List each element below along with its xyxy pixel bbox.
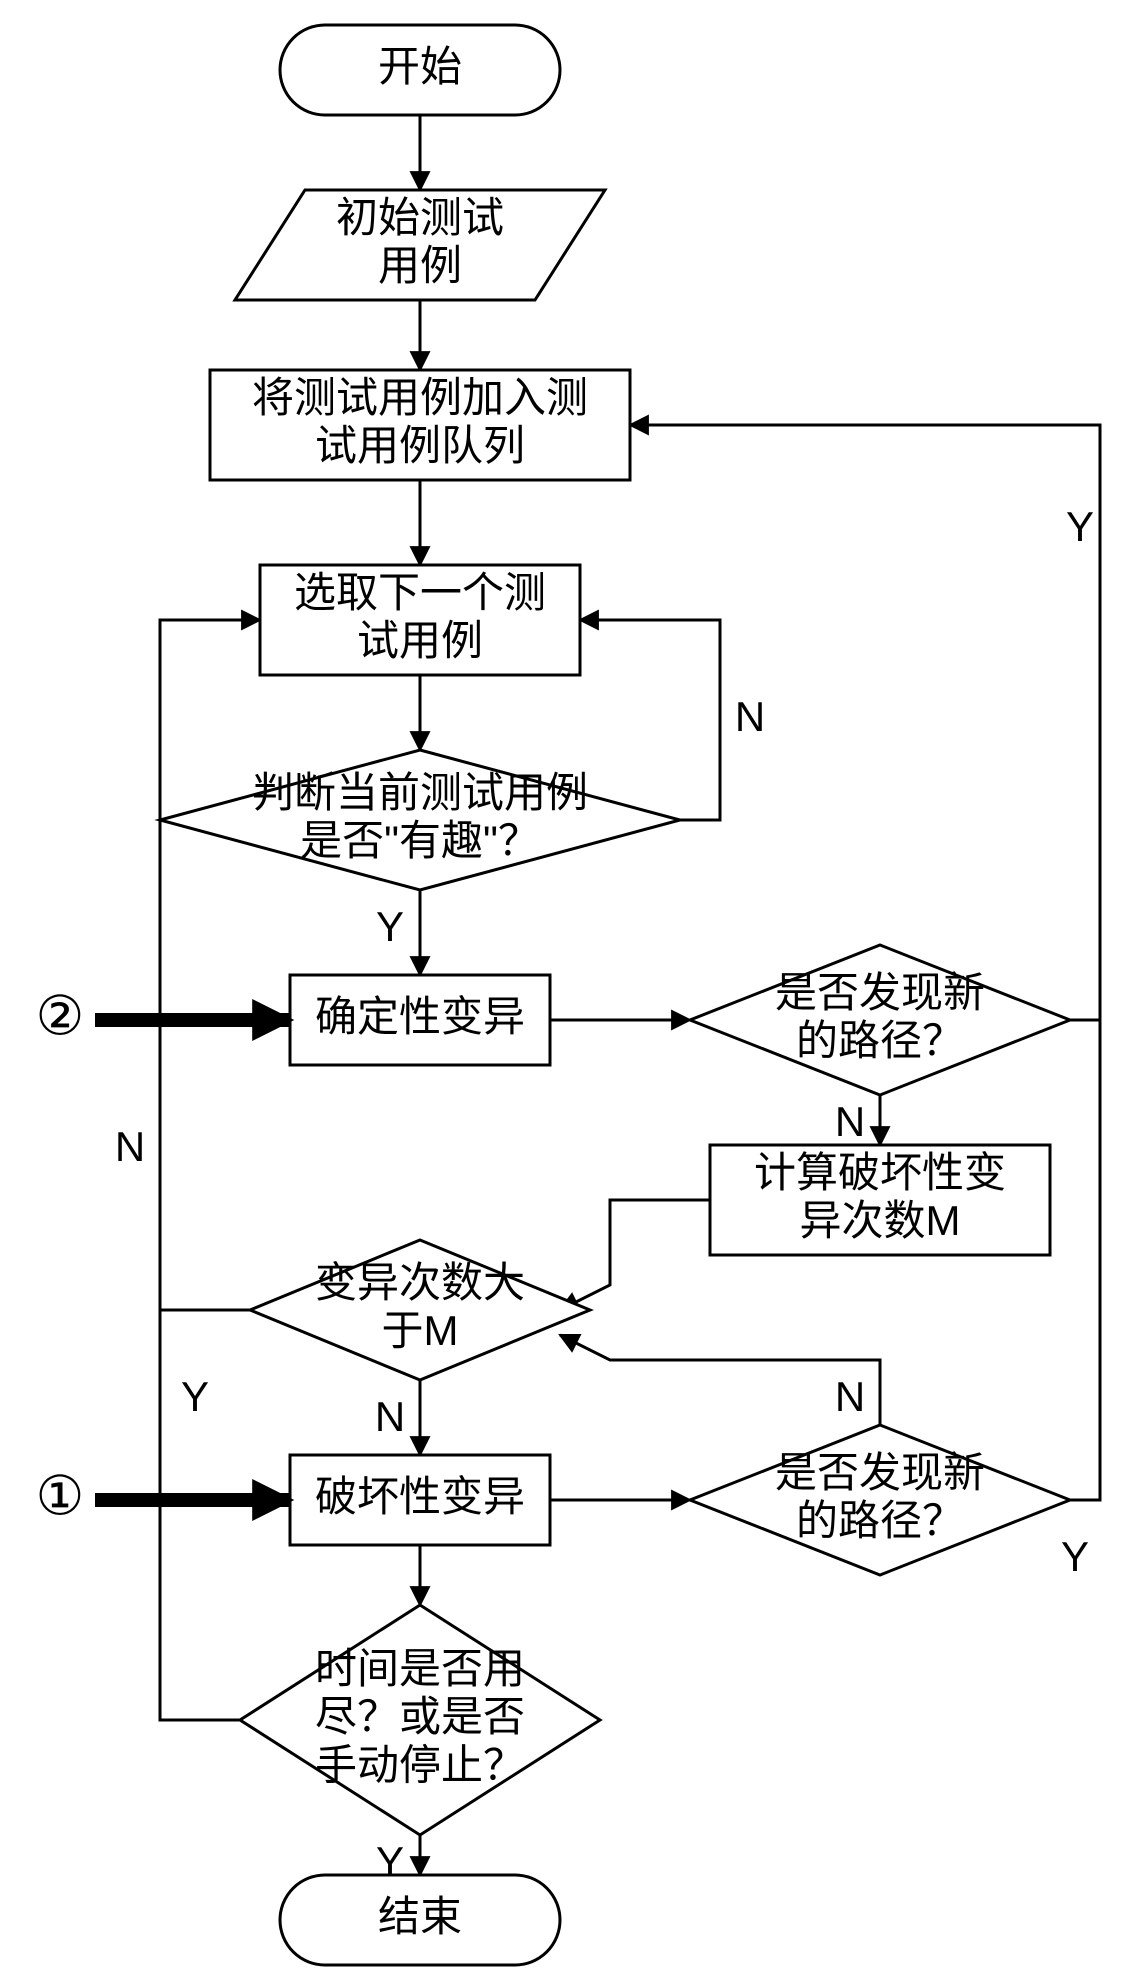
edge-label: N xyxy=(375,1393,405,1440)
edge-label: N xyxy=(835,1373,865,1420)
edge-label: Y xyxy=(1061,1533,1089,1580)
node-init: 初始测试用例 xyxy=(235,190,605,300)
edge-label: Y xyxy=(1066,503,1094,550)
node-text: 计算破坏性变 xyxy=(754,1149,1006,1196)
node-text: 是否"有趣"？ xyxy=(300,817,540,864)
node-timeout: 时间是否用尽？或是否手动停止？ xyxy=(240,1605,600,1835)
node-text: 试用例队列 xyxy=(315,422,525,469)
node-text: 结束 xyxy=(378,1893,462,1940)
node-dest_mut: 破坏性变异 xyxy=(290,1455,550,1545)
edge-label: N xyxy=(835,1098,865,1145)
edge-new_path2-enqueue xyxy=(1070,425,1100,1500)
node-text: 手动停止？ xyxy=(315,1741,525,1788)
edge-label: Y xyxy=(376,903,404,950)
edge-calc_m-gt_m xyxy=(560,1200,710,1310)
node-text: 选取下一个测 xyxy=(294,569,546,616)
node-enqueue: 将测试用例加入测试用例队列 xyxy=(210,370,630,480)
node-text: 是否发现新 xyxy=(775,969,985,1016)
node-text: 的路径？ xyxy=(796,1497,964,1544)
node-text: 判断当前测试用例 xyxy=(252,769,588,816)
node-text: 初始测试 xyxy=(336,194,504,241)
callout-label: ① xyxy=(36,1465,85,1526)
edge-new_path1-enqueue xyxy=(630,425,1100,1020)
node-text: 尽？或是否 xyxy=(315,1693,525,1740)
edge-label: N xyxy=(115,1123,145,1170)
node-text: 将测试用例加入测 xyxy=(252,374,588,421)
node-det_mut: 确定性变异 xyxy=(290,975,550,1065)
node-text: 异次数M xyxy=(800,1197,961,1244)
callout-0: ② xyxy=(36,985,290,1046)
node-text: 是否发现新 xyxy=(775,1449,985,1496)
node-new_path1: 是否发现新的路径？ xyxy=(690,945,1070,1095)
node-gt_m: 变异次数大于M xyxy=(250,1240,590,1380)
node-text: 时间是否用 xyxy=(315,1645,525,1692)
edge-gt_m-select xyxy=(160,620,260,1310)
node-text: 于M xyxy=(382,1307,459,1354)
node-text: 破坏性变异 xyxy=(315,1473,525,1520)
callout-1: ① xyxy=(36,1465,290,1526)
edge-new_path2-gt_m xyxy=(560,1335,880,1425)
node-select: 选取下一个测试用例 xyxy=(260,565,580,675)
node-text: 用例 xyxy=(378,242,462,289)
node-calc_m: 计算破坏性变异次数M xyxy=(710,1145,1050,1255)
node-text: 试用例 xyxy=(357,617,483,664)
edge-timeout-select xyxy=(160,1310,240,1720)
node-interesting: 判断当前测试用例是否"有趣"？ xyxy=(160,750,680,890)
flowchart-svg: YNYNNYNNYY开始初始测试用例将测试用例加入测试用例队列选取下一个测试用例… xyxy=(0,0,1126,1988)
node-text: 变异次数大 xyxy=(315,1259,525,1306)
node-start: 开始 xyxy=(280,25,560,115)
node-text: 确定性变异 xyxy=(315,993,525,1040)
node-text: 的路径？ xyxy=(796,1017,964,1064)
node-end: 结束 xyxy=(280,1875,560,1965)
node-new_path2: 是否发现新的路径？ xyxy=(690,1425,1070,1575)
edge-label: Y xyxy=(181,1373,209,1420)
edge-interesting-select xyxy=(580,620,720,820)
node-text: 开始 xyxy=(378,43,462,90)
edge-label: N xyxy=(735,693,765,740)
callout-label: ② xyxy=(36,985,85,1046)
